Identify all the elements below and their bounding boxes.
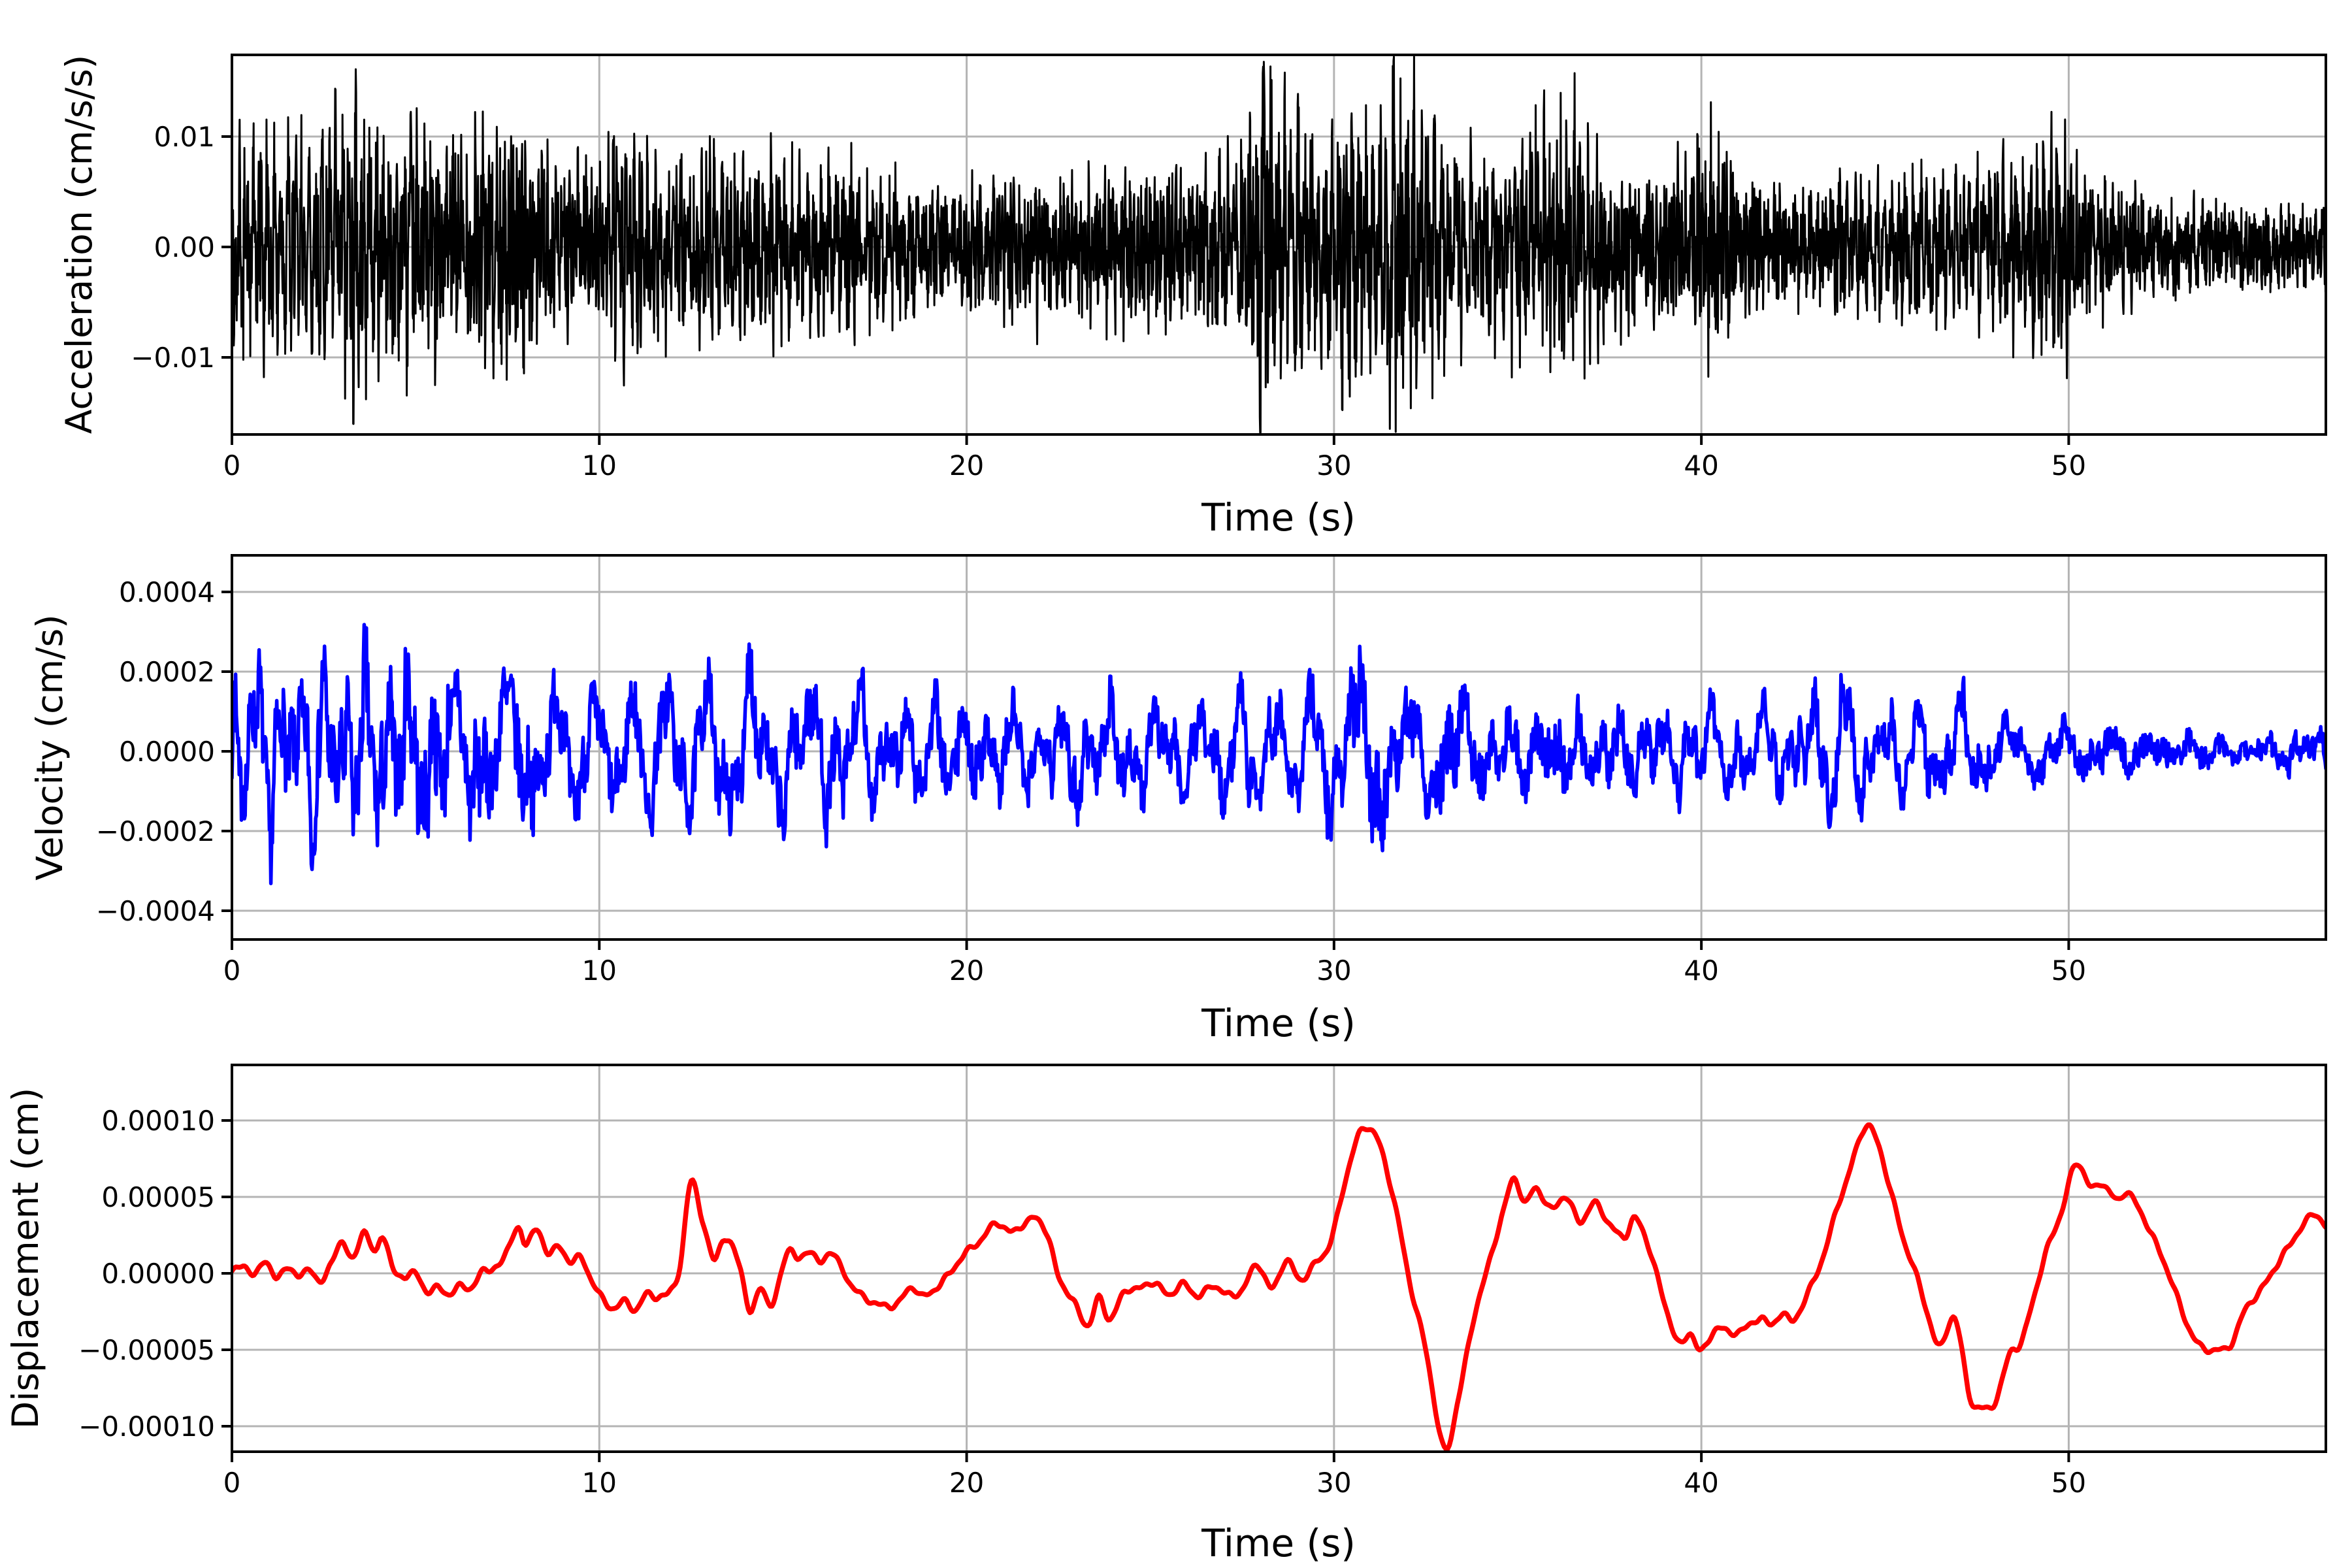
plot-border [231, 554, 2327, 941]
x-tick-label: 10 [582, 449, 617, 482]
velocity-trace [232, 623, 2326, 885]
x-tick-label: 50 [2051, 449, 2086, 482]
x-tick-label: 0 [223, 449, 241, 482]
y-tick-label: 0.00005 [101, 1181, 215, 1213]
x-tick-label: 50 [2051, 1467, 2086, 1499]
plot-border [231, 1064, 2327, 1453]
displacement-grid [231, 1065, 2326, 1452]
y-tick-label: 0.00010 [101, 1105, 215, 1137]
x-tick-label: 0 [223, 955, 241, 987]
y-tick-label: 0.00 [154, 231, 215, 263]
x-tick-label: 30 [1316, 449, 1351, 482]
x-tick-label: 50 [2051, 955, 2086, 987]
velocity-x-axis-label: Time (s) [1201, 1001, 1356, 1045]
displacement-x-axis-label: Time (s) [1201, 1521, 1356, 1565]
x-tick-label: 40 [1684, 955, 1718, 987]
plot-border [231, 54, 2327, 436]
x-tick-label: 30 [1316, 1467, 1351, 1499]
x-tick-label: 30 [1316, 955, 1351, 987]
x-tick-label: 40 [1684, 449, 1718, 482]
displacement-y-axis-label: Displacement (cm) [5, 1088, 46, 1429]
acceleration-trace [232, 56, 2326, 434]
x-tick-label: 10 [582, 1467, 617, 1499]
velocity-y-axis-label: Velocity (cm/s) [29, 614, 71, 880]
y-tick-label: −0.0002 [96, 815, 215, 847]
y-tick-label: 0.00000 [101, 1258, 215, 1290]
x-tick-label: 20 [949, 449, 984, 482]
x-tick-label: 20 [949, 1467, 984, 1499]
y-tick-label: 0.0000 [119, 736, 215, 768]
y-tick-label: −0.00005 [78, 1334, 215, 1366]
x-tick-label: 20 [949, 955, 984, 987]
y-tick-label: −0.0004 [96, 895, 215, 927]
acceleration-y-axis-label: Acceleration (cm/s/s) [58, 55, 100, 434]
x-tick-label: 10 [582, 955, 617, 987]
y-tick-label: 0.01 [154, 121, 215, 153]
acceleration-panel: 0.01 0.00 −0.01 0 10 20 30 40 50 Acceleration (c… [58, 54, 2327, 540]
displacement-trace [232, 1122, 2326, 1452]
y-tick-label: −0.01 [131, 342, 215, 374]
x-tick-label: 0 [223, 1467, 241, 1499]
y-tick-label: 0.0004 [119, 576, 215, 608]
y-tick-label: −0.00010 [78, 1411, 215, 1443]
y-tick-label: 0.0002 [119, 656, 215, 688]
x-tick-label: 40 [1684, 1467, 1718, 1499]
acceleration-axes: 0.01 0.00 −0.01 0 10 20 30 40 50 [131, 54, 2327, 482]
acceleration-x-axis-label: Time (s) [1201, 495, 1356, 540]
